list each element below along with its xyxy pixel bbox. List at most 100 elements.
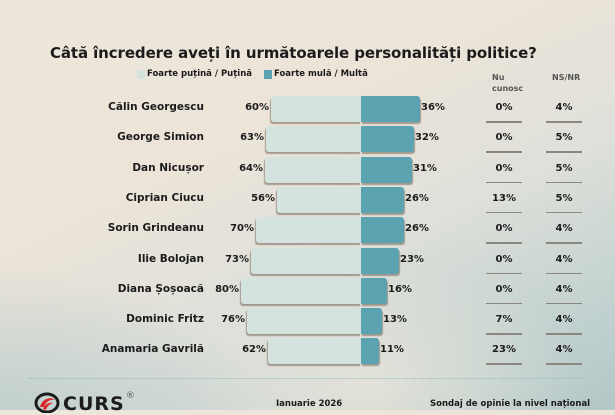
footer-divider [28,378,586,379]
high-trust-value: 31% [413,162,437,174]
low-trust-value: 70% [230,223,254,235]
high-trust-bar [361,247,399,274]
nu-cunosc-value: 0% [495,283,513,295]
low-trust-bar [256,217,361,244]
low-trust-value: 60% [245,102,269,113]
legend-item-high-trust: Foarte mulă / Multă [264,69,368,79]
high-trust-bar [361,96,420,122]
low-trust-value: 56% [251,192,275,204]
column-header-line: cunosc [492,84,524,93]
ns-nr-value: 4% [555,223,573,235]
row-divider [546,181,582,184]
chart-row: Sorin Grindeanu 70% 26% 0% 4% [0,216,615,246]
high-trust-value: 13% [383,314,407,326]
nu-cunosc-value: 0% [495,102,513,113]
nu-cunosc-value: 23% [492,344,516,356]
row-divider [546,363,582,365]
nu-cunosc-value: 0% [495,253,513,265]
ns-nr-value: 4% [555,253,573,265]
logo-text: CURS [63,393,125,415]
low-trust-bar [277,186,361,213]
chart-row: Ilie Bolojan 73% 23% 0% 4% [0,247,615,277]
legend-swatch-high-icon [264,69,272,79]
row-divider [486,151,522,153]
low-trust-bar [251,247,361,274]
low-trust-bar [268,338,361,365]
footer-date: Ianuarie 2026 [276,399,343,409]
person-name: Dan Nicușor [132,161,204,174]
row-divider [486,272,522,274]
high-trust-value: 32% [415,132,439,144]
registered-mark: ® [125,391,135,401]
person-name: Sorin Grindeanu [107,222,204,235]
person-name: Diana Șoșoacă [117,282,204,295]
footer-source: Sondaj de opinie la nivel național [430,399,591,409]
row-divider [486,211,522,214]
low-trust-value: 76% [221,314,245,326]
high-trust-value: 26% [405,223,429,235]
high-trust-bar [361,156,412,183]
column-header-nu-cunosc: Nu cunosc [492,72,523,94]
row-divider [546,302,582,305]
column-header-line: Nu [492,73,505,82]
column-header-ns-nr: NS/NR [552,73,581,82]
nu-cunosc-value: 7% [495,314,513,326]
chart-row: Dan Nicușor 64% 31% 0% 5% [0,156,615,186]
low-trust-bar [241,277,361,304]
person-name: Ilie Bolojan [137,252,204,265]
low-trust-value: 73% [225,253,249,265]
person-name: George Simion [117,131,204,144]
ns-nr-value: 4% [555,344,573,356]
row-divider [546,121,582,123]
row-divider [486,302,522,305]
low-trust-bar [271,96,361,122]
chart-row: Anamaria Gavrilă 62% 11% 23% 4% [0,337,615,367]
person-name: Dominic Fritz [126,313,204,326]
low-trust-value: 62% [242,344,266,356]
high-trust-value: 36% [421,102,445,113]
row-divider [546,211,582,214]
legend-swatch-low-icon [137,69,145,79]
low-trust-bar [266,126,361,153]
high-trust-value: 26% [405,192,429,204]
row-divider [486,121,522,123]
high-trust-bar [361,308,382,335]
legend-label: Foarte puțină / Puțină [147,69,252,79]
ns-nr-value: 5% [555,132,573,144]
chart-row: George Simion 63% 32% 0% 5% [0,125,615,155]
ns-nr-value: 4% [555,283,573,295]
row-divider [546,333,582,335]
ns-nr-value: 5% [555,192,573,204]
nu-cunosc-value: 0% [495,132,513,144]
low-trust-value: 80% [215,283,239,295]
row-divider [486,363,522,365]
high-trust-value: 11% [380,344,404,356]
low-trust-bar [247,308,361,335]
row-divider [486,333,522,335]
person-name: Călin Georgescu [108,101,204,113]
chart-row: Călin Georgescu 60% 36% 0% 4% [0,95,615,125]
nu-cunosc-value: 13% [492,192,516,204]
high-trust-value: 23% [400,253,424,265]
high-trust-bar [361,217,404,244]
high-trust-bar [361,126,414,153]
row-divider [546,242,582,244]
low-trust-value: 63% [240,132,264,144]
low-trust-value: 64% [239,162,263,174]
row-divider [486,242,522,244]
person-name: Ciprian Ciucu [125,191,204,204]
legend-label: Foarte mulă / Multă [274,69,368,79]
person-name: Anamaria Gavrilă [101,343,204,356]
low-trust-bar [265,156,361,183]
nu-cunosc-value: 0% [495,223,513,235]
chart-row: Dominic Fritz 76% 13% 7% 4% [0,307,615,337]
row-divider [546,272,582,274]
ns-nr-value: 4% [555,314,573,326]
high-trust-bar [361,186,404,213]
ns-nr-value: 4% [555,102,573,113]
legend-item-low-trust: Foarte puțină / Puțină [137,69,252,79]
chart-row: Ciprian Ciucu 56% 26% 13% 5% [0,186,615,216]
nu-cunosc-value: 0% [495,162,513,174]
curs-logo: CURS ® [34,391,135,415]
chart-title: Câtă încredere aveți în următoarele pers… [50,44,537,62]
